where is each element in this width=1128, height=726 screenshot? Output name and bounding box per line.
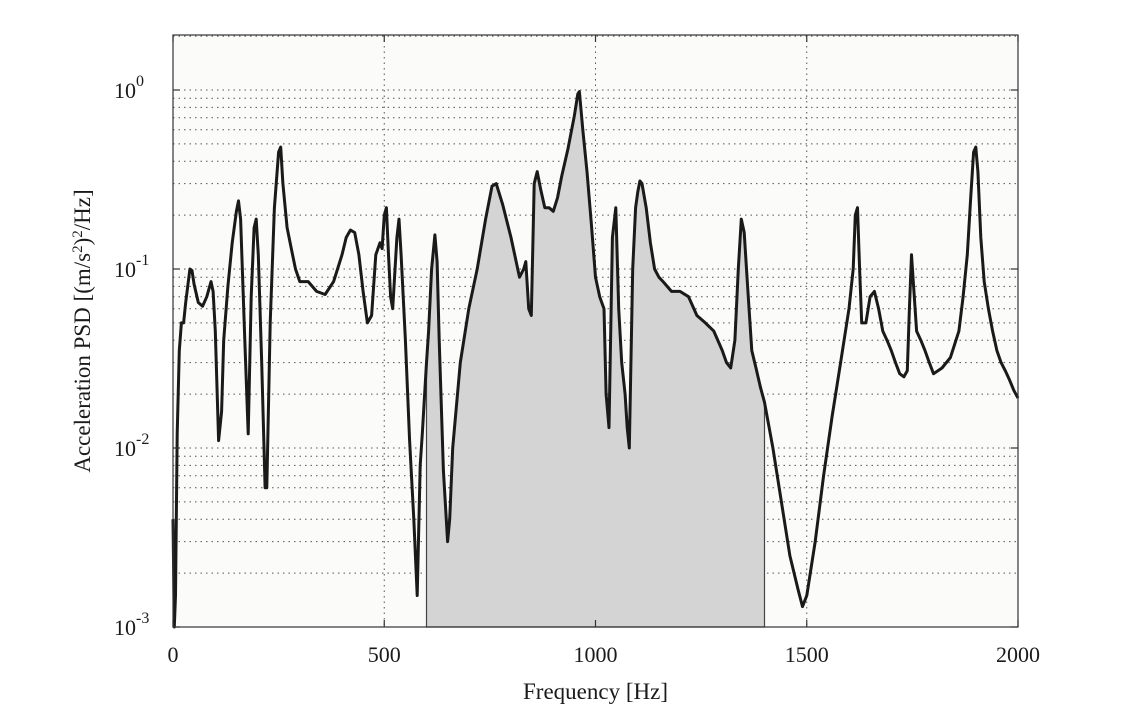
- y-tick-label: 10-2: [114, 431, 149, 461]
- y-axis-title: Acceleration PSD [(m/s2)2/Hz]: [70, 189, 95, 472]
- psd-series-line: [171, 90, 1020, 629]
- x-tick-label: 500: [368, 642, 401, 667]
- x-axis-title: Frequency [Hz]: [523, 679, 668, 704]
- x-tick-label: 0: [168, 642, 179, 667]
- y-tick-label: 100: [114, 73, 144, 103]
- grid: [173, 35, 1018, 627]
- x-tick-label: 2000: [996, 642, 1040, 667]
- y-tick-label: 10-1: [114, 252, 149, 282]
- x-tick-label: 1500: [785, 642, 829, 667]
- axis-ticks: 0 500 1000 1500 2000 10-3 10-2 10-1 100: [114, 35, 1040, 667]
- y-tick-label: 10-3: [114, 610, 149, 640]
- x-tick-label: 1000: [574, 642, 618, 667]
